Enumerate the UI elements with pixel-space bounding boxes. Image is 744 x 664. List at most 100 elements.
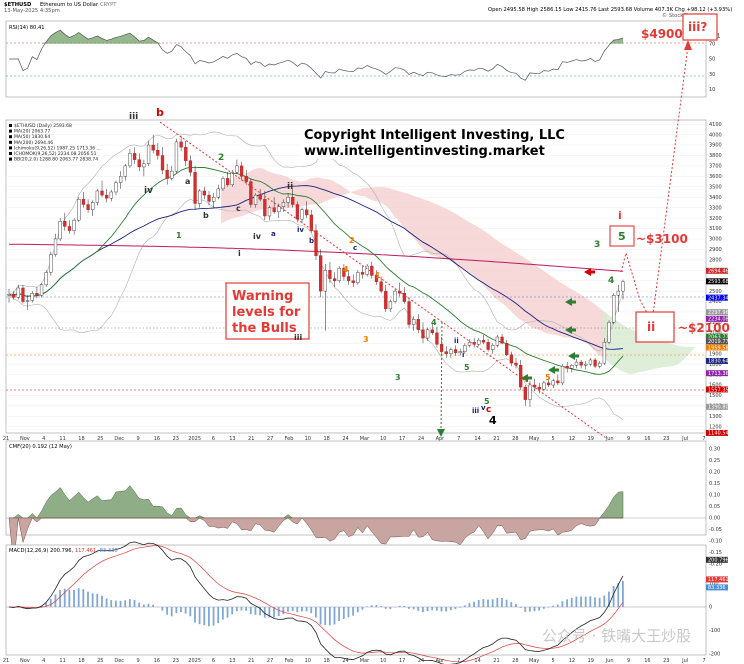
macd-hist-bar bbox=[105, 598, 108, 607]
price-axis-label: 3300 bbox=[709, 205, 722, 211]
candle bbox=[146, 144, 151, 165]
legend-entry: $ETHUSD (Daily) 2593.68 bbox=[14, 123, 72, 129]
macd-hist-bar bbox=[133, 600, 136, 607]
wave-label: 2 bbox=[349, 236, 355, 245]
wave-label: 5 bbox=[545, 373, 551, 382]
rsi-frame bbox=[5, 20, 707, 98]
bollinger-upper bbox=[8, 131, 624, 352]
wave-label: b bbox=[203, 211, 209, 220]
x-axis-label: 5 bbox=[551, 658, 554, 664]
candle bbox=[244, 176, 248, 182]
candle bbox=[216, 188, 220, 198]
price-axis-label: 2500 bbox=[709, 289, 722, 295]
macd-hist-bar bbox=[454, 607, 457, 610]
x-axis-label: 18 bbox=[78, 436, 84, 442]
price-axis-label: 3500 bbox=[709, 184, 722, 190]
macd-hist-bar bbox=[170, 607, 173, 617]
x-axis-label: May bbox=[529, 436, 539, 442]
macd-label-hist: 83.336 bbox=[100, 548, 118, 554]
support-arrow bbox=[548, 366, 555, 374]
macd-tag: 200.796 bbox=[708, 558, 729, 564]
macd-hist-bar bbox=[487, 599, 489, 607]
wave-label: iv bbox=[297, 226, 304, 234]
macd-hist-bar bbox=[175, 607, 178, 614]
wave-label: a bbox=[271, 230, 276, 238]
x-axis-label: 16 bbox=[644, 658, 650, 664]
candle bbox=[193, 171, 197, 204]
macd-hist-bar bbox=[161, 607, 164, 611]
cmf-axis-label: 0.05 bbox=[709, 504, 720, 510]
cmf-axis-label: 0.10 bbox=[709, 493, 720, 499]
macd-hist-bar bbox=[198, 607, 201, 625]
candle bbox=[77, 199, 81, 221]
x-axis-label: 25 bbox=[97, 436, 103, 442]
macd-hist-bar bbox=[180, 607, 182, 613]
x-axis-label: Nov bbox=[20, 658, 30, 664]
legend-swatch bbox=[9, 124, 12, 127]
macd-hist-bar bbox=[319, 607, 322, 625]
macd-hist-bar bbox=[566, 599, 568, 607]
candle bbox=[272, 207, 276, 213]
candle bbox=[16, 287, 20, 298]
candle bbox=[412, 319, 416, 325]
price-axis-label: 2900 bbox=[709, 247, 722, 253]
legend-swatch bbox=[9, 146, 12, 150]
candle bbox=[528, 384, 532, 400]
macd-frame bbox=[5, 544, 707, 656]
candle bbox=[519, 364, 523, 388]
candle bbox=[267, 207, 272, 217]
support-arrow-tail bbox=[572, 300, 576, 304]
candle bbox=[481, 339, 486, 343]
candle bbox=[142, 163, 146, 168]
macd-tag-bg bbox=[706, 556, 728, 563]
x-axis-label: Mar bbox=[360, 436, 370, 442]
candle bbox=[207, 194, 211, 202]
macd-hist-bar bbox=[352, 607, 355, 616]
projection-arrowhead bbox=[684, 40, 692, 50]
macd-hist-bar bbox=[445, 607, 448, 612]
x-axis-main: 21 Nov 4 11 18 25 Dec 9 16 23 2025 6 13 21 27 Feb 10 18 24… bbox=[3, 436, 706, 442]
macd-hist-bar bbox=[356, 607, 359, 613]
candle bbox=[449, 349, 453, 354]
price-tag: 1557.35 bbox=[708, 387, 729, 393]
macd-hist-bar bbox=[101, 595, 103, 607]
candle bbox=[165, 169, 169, 179]
candle bbox=[281, 202, 286, 207]
candle bbox=[598, 362, 602, 367]
macd-hist-bar bbox=[528, 607, 531, 612]
price-tag: 2297.96 bbox=[708, 310, 729, 316]
candle bbox=[258, 194, 262, 200]
macd-panel: MACD(12,26,9) 200.796, 117.461, 83.336 2… bbox=[3, 541, 729, 664]
header-date: 13-May-2025 4:35pm bbox=[4, 8, 60, 14]
cmf-axis-label: -0.05 bbox=[709, 527, 722, 533]
price-tag: 1390.80 bbox=[708, 405, 729, 411]
legend-entry: MA(50) 1830.64 bbox=[14, 134, 50, 140]
candle bbox=[291, 197, 295, 205]
candle bbox=[114, 182, 118, 193]
macd-hist-bar bbox=[49, 598, 52, 607]
x-axis-label: Apr bbox=[436, 436, 446, 442]
candle bbox=[463, 345, 467, 352]
price-axis-label: 1200 bbox=[709, 424, 722, 430]
rsi-label: RSI(14) 80.41 bbox=[9, 25, 45, 31]
macd-hist-bar bbox=[54, 594, 57, 607]
legend-swatch bbox=[9, 157, 12, 161]
candle bbox=[579, 361, 583, 366]
candle bbox=[151, 144, 155, 151]
macd-hist-bar bbox=[166, 607, 168, 615]
support-arrow-tail bbox=[591, 270, 595, 274]
wave-label: iii bbox=[294, 333, 302, 342]
x-axis-label: 2025 bbox=[188, 658, 201, 664]
cmf-axis-label: 0.15 bbox=[709, 481, 720, 487]
x-axis-label: 21 bbox=[248, 436, 254, 442]
macd-axis-label: 100 bbox=[709, 581, 719, 587]
rsi-overbought-fill bbox=[9, 30, 623, 44]
support-arrow-tail bbox=[572, 328, 576, 332]
x-axis-label: 9 bbox=[136, 436, 139, 442]
macd-hist-bar bbox=[305, 607, 308, 612]
target-high: $4900+ iii? bbox=[641, 13, 718, 41]
wave-label: 4 bbox=[608, 276, 614, 286]
candle bbox=[286, 197, 290, 203]
macd-hist-bar bbox=[468, 603, 471, 607]
price-axis-label: 3800 bbox=[709, 153, 722, 159]
